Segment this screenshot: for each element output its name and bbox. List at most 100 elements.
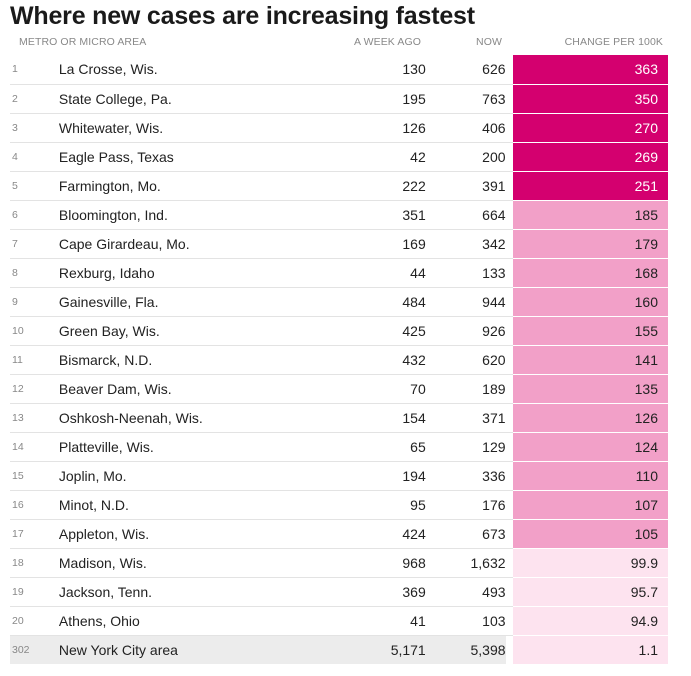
row-area-name: Eagle Pass, Texas	[56, 142, 341, 172]
row-gap	[505, 55, 514, 85]
row-now-value: 1,632	[425, 548, 506, 578]
table-row: 15 Joplin, Mo. 194 336 110	[10, 461, 668, 491]
row-gap	[505, 606, 514, 636]
row-week-ago-value: 195	[340, 84, 426, 114]
row-week-ago-value: 42	[340, 142, 426, 172]
row-rank: 11	[10, 345, 57, 375]
row-rank: 302	[10, 635, 57, 664]
row-change-value: 270	[513, 113, 668, 143]
row-area-name: La Crosse, Wis.	[56, 55, 341, 85]
row-now-value: 620	[425, 345, 506, 375]
row-week-ago-value: 154	[340, 403, 426, 433]
table-row: 17 Appleton, Wis. 424 673 105	[10, 519, 668, 549]
row-now-value: 944	[425, 287, 506, 317]
row-area-name: Oshkosh-Neenah, Wis.	[56, 403, 341, 433]
table-row: 11 Bismarck, N.D. 432 620 141	[10, 345, 668, 375]
row-gap	[505, 490, 514, 520]
row-area-name: Platteville, Wis.	[56, 432, 341, 462]
row-rank: 12	[10, 374, 57, 404]
row-change-value: 168	[513, 258, 668, 288]
row-week-ago-value: 126	[340, 113, 426, 143]
table-row: 6 Bloomington, Ind. 351 664 185	[10, 200, 668, 230]
row-change-value: 363	[513, 55, 668, 85]
table-row: 302 New York City area 5,171 5,398 1.1	[10, 635, 668, 664]
row-change-value: 94.9	[513, 606, 668, 636]
row-rank: 19	[10, 577, 57, 607]
row-now-value: 342	[425, 229, 506, 259]
row-change-value: 179	[513, 229, 668, 259]
row-rank: 2	[10, 84, 57, 114]
row-rank: 5	[10, 171, 57, 201]
column-header-area: METRO OR MICRO AREA	[19, 36, 147, 48]
row-gap	[505, 548, 514, 578]
row-area-name: Beaver Dam, Wis.	[56, 374, 341, 404]
row-rank: 15	[10, 461, 57, 491]
row-now-value: 673	[425, 519, 506, 549]
row-rank: 7	[10, 229, 57, 259]
row-week-ago-value: 169	[340, 229, 426, 259]
row-area-name: Minot, N.D.	[56, 490, 341, 520]
row-now-value: 926	[425, 316, 506, 346]
table-row: 9 Gainesville, Fla. 484 944 160	[10, 287, 668, 317]
row-rank: 16	[10, 490, 57, 520]
row-area-name: Whitewater, Wis.	[56, 113, 341, 143]
row-now-value: 103	[425, 606, 506, 636]
row-rank: 1	[10, 55, 57, 85]
table-row: 5 Farmington, Mo. 222 391 251	[10, 171, 668, 201]
table-row: 20 Athens, Ohio 41 103 94.9	[10, 606, 668, 636]
cases-table: 1 La Crosse, Wis. 130 626 363 2 State College,…	[10, 55, 668, 664]
row-change-value: 1.1	[513, 635, 668, 664]
row-rank: 4	[10, 142, 57, 172]
column-header-now: NOW	[476, 36, 502, 48]
row-week-ago-value: 484	[340, 287, 426, 317]
row-week-ago-value: 5,171	[340, 635, 426, 664]
table-row: 12 Beaver Dam, Wis. 70 189 135	[10, 374, 668, 404]
row-area-name: Gainesville, Fla.	[56, 287, 341, 317]
row-gap	[505, 374, 514, 404]
row-gap	[505, 432, 514, 462]
row-week-ago-value: 41	[340, 606, 426, 636]
row-week-ago-value: 425	[340, 316, 426, 346]
row-change-value: 95.7	[513, 577, 668, 607]
row-area-name: Athens, Ohio	[56, 606, 341, 636]
row-rank: 14	[10, 432, 57, 462]
row-rank: 3	[10, 113, 57, 143]
row-change-value: 124	[513, 432, 668, 462]
row-rank: 8	[10, 258, 57, 288]
table-row: 8 Rexburg, Idaho 44 133 168	[10, 258, 668, 288]
row-now-value: 189	[425, 374, 506, 404]
row-change-value: 160	[513, 287, 668, 317]
row-change-value: 155	[513, 316, 668, 346]
row-week-ago-value: 968	[340, 548, 426, 578]
row-change-value: 185	[513, 200, 668, 230]
row-gap	[505, 200, 514, 230]
table-row: 13 Oshkosh-Neenah, Wis. 154 371 126	[10, 403, 668, 433]
row-gap	[505, 258, 514, 288]
row-now-value: 176	[425, 490, 506, 520]
row-gap	[505, 229, 514, 259]
row-change-value: 110	[513, 461, 668, 491]
row-gap	[505, 635, 514, 664]
row-change-value: 126	[513, 403, 668, 433]
table-row: 1 La Crosse, Wis. 130 626 363	[10, 55, 668, 85]
table-row: 2 State College, Pa. 195 763 350	[10, 84, 668, 114]
row-now-value: 493	[425, 577, 506, 607]
row-gap	[505, 519, 514, 549]
row-now-value: 129	[425, 432, 506, 462]
table-row: 10 Green Bay, Wis. 425 926 155	[10, 316, 668, 346]
row-area-name: Rexburg, Idaho	[56, 258, 341, 288]
row-now-value: 391	[425, 171, 506, 201]
row-area-name: Madison, Wis.	[56, 548, 341, 578]
row-week-ago-value: 65	[340, 432, 426, 462]
row-rank: 10	[10, 316, 57, 346]
row-week-ago-value: 222	[340, 171, 426, 201]
row-rank: 13	[10, 403, 57, 433]
row-gap	[505, 171, 514, 201]
row-area-name: State College, Pa.	[56, 84, 341, 114]
row-gap	[505, 287, 514, 317]
row-now-value: 406	[425, 113, 506, 143]
row-rank: 18	[10, 548, 57, 578]
row-change-value: 141	[513, 345, 668, 375]
row-week-ago-value: 70	[340, 374, 426, 404]
